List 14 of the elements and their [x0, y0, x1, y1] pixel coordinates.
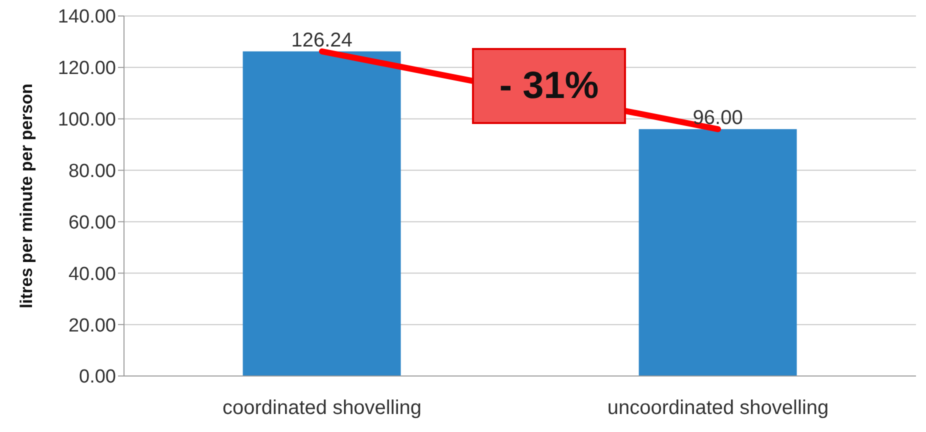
y-axis-title: litres per minute per person: [17, 84, 36, 308]
y-tick-label: 20.00: [68, 315, 116, 336]
y-tick-label: 40.00: [68, 264, 116, 285]
data-label: 126.24: [291, 29, 352, 52]
y-tick-label: 100.00: [58, 110, 116, 131]
y-tick-label: 60.00: [68, 212, 116, 234]
y-tick-label: 140.00: [58, 6, 116, 28]
x-tick-label: uncoordinated shovelling: [607, 397, 829, 420]
y-tick-label: 120.00: [58, 58, 116, 80]
y-tick-label: 0.00: [79, 366, 116, 388]
x-tick-label: coordinated shovelling: [222, 397, 422, 420]
data-label: 96.00: [692, 107, 743, 130]
y-tick-label: 80.00: [68, 161, 116, 182]
annotation: - 31%: [472, 48, 626, 124]
